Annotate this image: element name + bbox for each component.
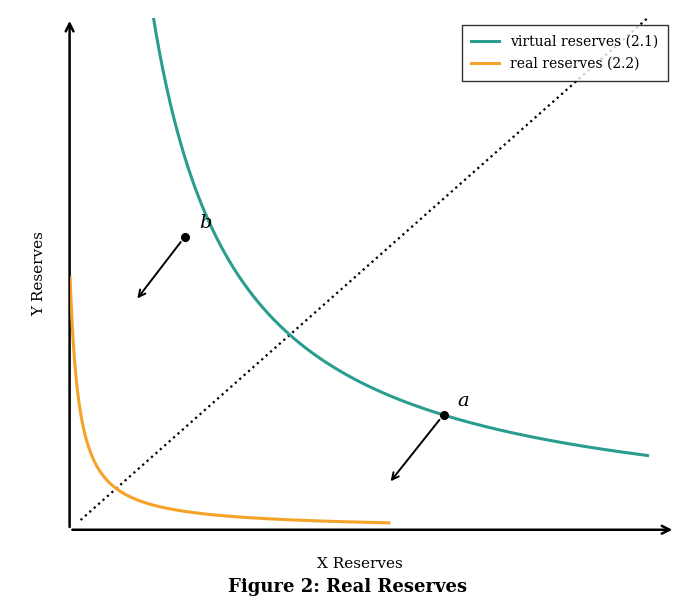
real reserves (2.2) — [148, 501, 157, 509]
Text: X Reserves: X Reserves — [317, 557, 403, 571]
virtual reserves (2.1) — [148, 10, 157, 17]
virtual reserves (2.1) — [493, 426, 502, 433]
virtual reserves (2.1) — [200, 208, 209, 216]
Text: a: a — [458, 393, 469, 411]
real reserves (2.2) — [306, 517, 315, 524]
virtual reserves (2.1) — [643, 452, 651, 459]
real reserves (2.2) — [122, 491, 131, 498]
virtual reserves (2.1) — [326, 361, 334, 368]
virtual reserves (2.1) — [257, 302, 265, 309]
virtual reserves (2.1) — [254, 299, 262, 306]
Text: Figure 2: Real Reserves: Figure 2: Real Reserves — [228, 578, 468, 596]
real reserves (2.2) — [279, 516, 287, 523]
real reserves (2.2) — [254, 515, 262, 522]
virtual reserves (2.1) — [483, 423, 491, 430]
real reserves (2.2) — [210, 511, 219, 518]
real reserves (2.2) — [66, 275, 74, 282]
real reserves (2.2) — [385, 519, 393, 526]
Line: virtual reserves (2.1): virtual reserves (2.1) — [152, 13, 647, 456]
Text: Y Reserves: Y Reserves — [32, 232, 47, 316]
Line: real reserves (2.2): real reserves (2.2) — [70, 278, 389, 523]
Legend: virtual reserves (2.1), real reserves (2.2): virtual reserves (2.1), real reserves (2… — [461, 25, 668, 81]
Text: b: b — [199, 214, 212, 232]
